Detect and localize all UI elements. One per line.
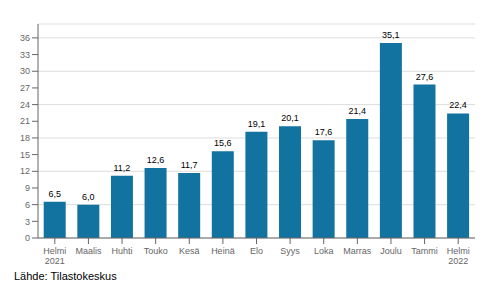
svg-text:22,4: 22,4 — [449, 100, 467, 110]
svg-text:6: 6 — [25, 200, 30, 210]
svg-text:35,1: 35,1 — [382, 30, 400, 40]
svg-text:Joulu: Joulu — [380, 246, 402, 256]
svg-text:17,6: 17,6 — [315, 127, 333, 137]
svg-text:Kesä: Kesä — [179, 246, 200, 256]
svg-text:3: 3 — [25, 217, 30, 227]
svg-text:0: 0 — [25, 233, 30, 243]
svg-text:6,0: 6,0 — [82, 192, 95, 202]
svg-text:12,6: 12,6 — [147, 155, 165, 165]
svg-text:Touko: Touko — [144, 246, 168, 256]
svg-text:21: 21 — [20, 116, 30, 126]
svg-text:Tammi: Tammi — [411, 246, 438, 256]
svg-text:Heinä: Heinä — [211, 246, 235, 256]
svg-text:Elo: Elo — [250, 246, 263, 256]
svg-text:21,4: 21,4 — [348, 106, 366, 116]
svg-text:15,6: 15,6 — [214, 138, 232, 148]
svg-text:11,2: 11,2 — [114, 163, 131, 173]
svg-text:24: 24 — [20, 100, 30, 110]
svg-text:15: 15 — [20, 150, 30, 160]
svg-text:33: 33 — [20, 50, 30, 60]
svg-text:30: 30 — [20, 66, 30, 76]
html-text:Lähde: Tilastokeskus: Lähde: Tilastokeskus — [14, 270, 117, 282]
svg-text:6,5: 6,5 — [48, 189, 61, 199]
svg-text:36: 36 — [20, 33, 30, 43]
svg-text:9: 9 — [25, 183, 30, 193]
svg-text:12: 12 — [20, 166, 30, 176]
svg-text:11,7: 11,7 — [181, 160, 198, 170]
svg-text:Loka: Loka — [314, 246, 334, 256]
svg-text:Huhti: Huhti — [112, 246, 133, 256]
svg-text:18: 18 — [20, 133, 30, 143]
svg-text:Maalis: Maalis — [75, 246, 102, 256]
svg-text:Marras: Marras — [343, 246, 372, 256]
svg-text:Helmi2022: Helmi2022 — [447, 246, 470, 266]
svg-text:27: 27 — [20, 83, 30, 93]
svg-text:Syys: Syys — [280, 246, 300, 256]
svg-text:27,6: 27,6 — [416, 72, 434, 82]
svg-text:19,1: 19,1 — [248, 119, 266, 129]
svg-text:Helmi2021: Helmi2021 — [43, 246, 66, 266]
svg-text:20,1: 20,1 — [281, 113, 299, 123]
